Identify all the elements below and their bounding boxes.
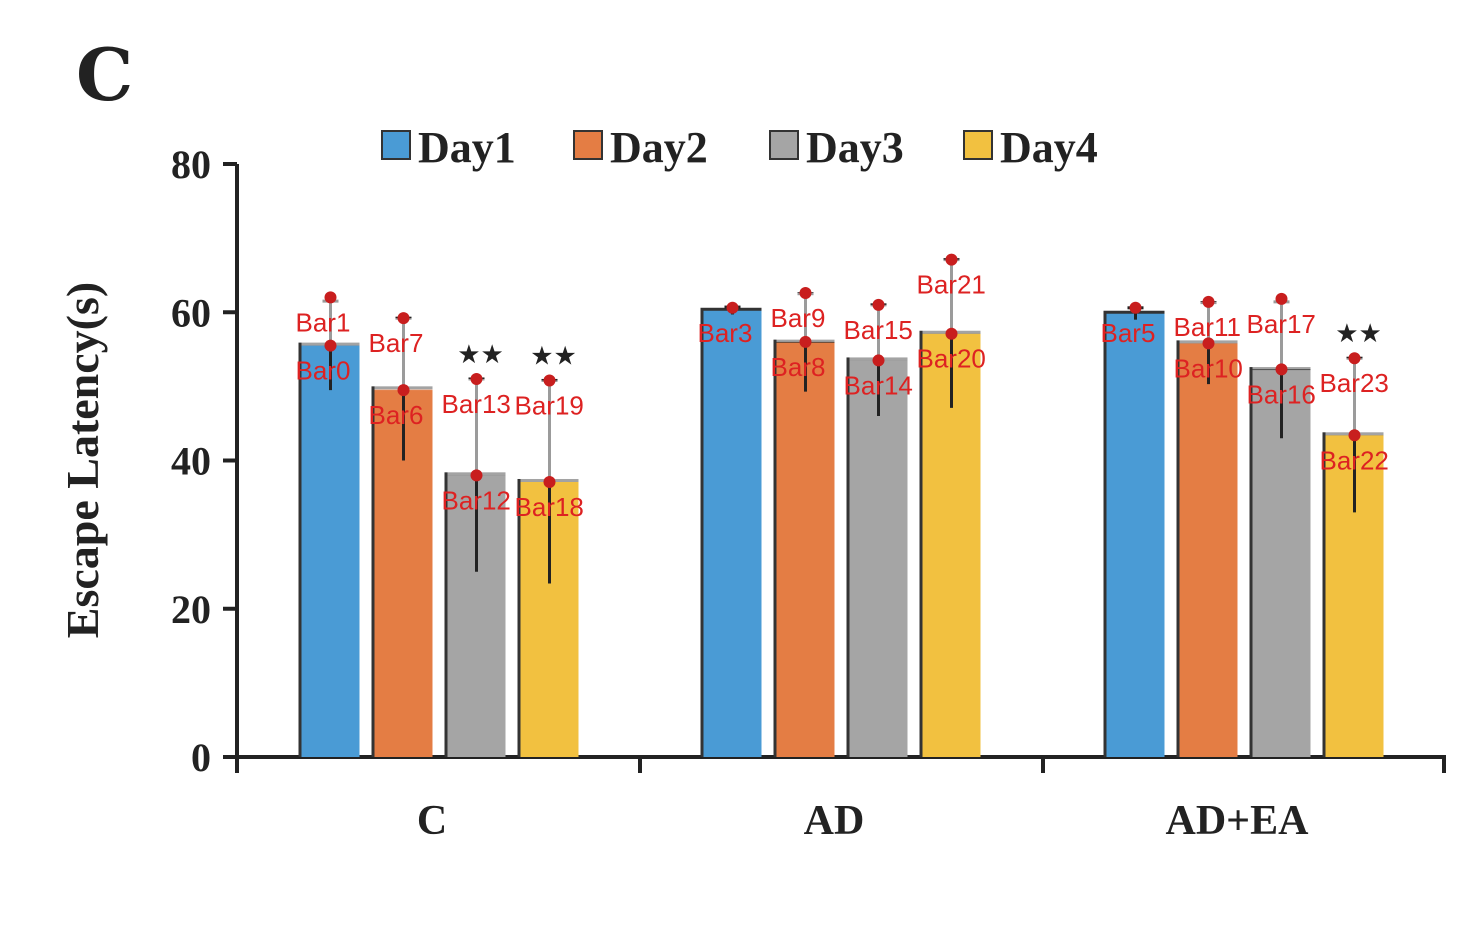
annotation-box bbox=[776, 292, 835, 342]
annotation-label: Bar6 bbox=[369, 400, 424, 430]
annotation-box bbox=[1252, 298, 1311, 370]
annotation-label: Bar14 bbox=[844, 370, 913, 400]
annotation-dot bbox=[1348, 352, 1361, 365]
annotation-label: Bar5 bbox=[1101, 318, 1156, 348]
y-tick-label: 0 bbox=[191, 735, 211, 780]
legend-entry: Day4 bbox=[1000, 123, 1098, 172]
annotation-label: Bar16 bbox=[1247, 379, 1316, 409]
annotation-dot bbox=[1348, 429, 1361, 442]
annotation-box bbox=[520, 380, 579, 482]
annotation-dot bbox=[799, 286, 812, 299]
bar bbox=[1179, 343, 1238, 757]
legend-entry: Day1 bbox=[418, 123, 516, 172]
annotation-label: Bar15 bbox=[844, 315, 913, 345]
x-category-label: AD bbox=[804, 798, 865, 844]
legend-entry: Day3 bbox=[806, 123, 904, 172]
significance-marker: ★★ bbox=[530, 341, 577, 371]
annotation-label: Bar1 bbox=[296, 307, 351, 337]
bar bbox=[1106, 313, 1165, 757]
annotation-dot bbox=[1275, 363, 1288, 376]
annotation-dot bbox=[799, 335, 812, 348]
annotation-label: Bar23 bbox=[1320, 368, 1389, 398]
x-category-label: C bbox=[417, 798, 447, 844]
annotation-label: Bar22 bbox=[1320, 445, 1389, 475]
annotation-dot bbox=[726, 301, 739, 314]
legend-swatch bbox=[381, 130, 411, 160]
y-tick-label: 20 bbox=[171, 587, 211, 632]
annotation-dot bbox=[945, 327, 958, 340]
annotation-dot bbox=[1202, 295, 1215, 308]
y-tick-label: 80 bbox=[171, 142, 211, 187]
annotation-dot bbox=[397, 312, 410, 325]
panel-letter: C bbox=[76, 32, 133, 117]
annotation-dot bbox=[470, 469, 483, 482]
annotation-dot bbox=[872, 298, 885, 311]
annotation-label: Bar21 bbox=[917, 270, 986, 300]
annotation-dot bbox=[945, 253, 958, 266]
annotation-box bbox=[301, 297, 360, 346]
significance-marker: ★★ bbox=[457, 340, 504, 370]
y-tick-label: 60 bbox=[171, 290, 211, 335]
bar bbox=[776, 342, 835, 757]
significance-marker: ★★ bbox=[1335, 319, 1382, 349]
annotation-box bbox=[849, 304, 908, 361]
annotation-label: Bar3 bbox=[698, 318, 753, 348]
annotation-label: Bar11 bbox=[1174, 312, 1241, 342]
annotation-label: Bar18 bbox=[515, 492, 584, 522]
annotation-label: Bar9 bbox=[771, 303, 826, 333]
annotation-label: Bar13 bbox=[442, 389, 511, 419]
bar bbox=[301, 345, 360, 757]
legend-swatch bbox=[769, 130, 799, 160]
legend-swatch bbox=[963, 130, 993, 160]
annotation-dot bbox=[543, 475, 556, 488]
annotation-dot bbox=[470, 372, 483, 385]
annotation-dot bbox=[324, 291, 337, 304]
annotation-dot bbox=[1202, 337, 1215, 350]
legend: Day1 Day2 Day3 Day4 bbox=[381, 123, 1098, 172]
legend-entry: Day2 bbox=[610, 123, 708, 172]
legend-swatch bbox=[573, 130, 603, 160]
bar bbox=[849, 360, 908, 757]
annotation-box bbox=[447, 378, 506, 476]
annotation-dot bbox=[872, 354, 885, 367]
annotation-label: Bar12 bbox=[442, 485, 511, 515]
y-axis-label: Escape Latency(s) bbox=[57, 282, 108, 638]
annotation-label: Bar8 bbox=[771, 352, 826, 382]
annotation-dot bbox=[543, 374, 556, 387]
x-axis: C AD AD+EA bbox=[223, 755, 1446, 844]
bars: ★★ ★★ ★★ bbox=[298, 258, 1384, 757]
x-category-label: AD+EA bbox=[1166, 798, 1310, 844]
y-tick-label: 40 bbox=[171, 439, 211, 484]
annotation-label: Bar17 bbox=[1247, 309, 1316, 339]
annotation-label: Bar10 bbox=[1174, 353, 1243, 383]
annotation-dot bbox=[1129, 301, 1142, 314]
annotation-box bbox=[1179, 301, 1238, 344]
annotation-label: Bar19 bbox=[515, 390, 584, 420]
annotation-label: Bar20 bbox=[917, 344, 986, 374]
y-axis: 0 20 40 60 80 bbox=[171, 142, 239, 780]
annotation-box bbox=[922, 259, 981, 334]
annotation-dot bbox=[324, 339, 337, 352]
annotation-label: Bar0 bbox=[296, 356, 351, 386]
annotation-dot bbox=[1275, 292, 1288, 305]
bar bbox=[703, 310, 762, 757]
annotation-dot bbox=[397, 384, 410, 397]
annotation-box bbox=[1325, 358, 1384, 436]
annotation-box bbox=[374, 318, 433, 391]
annotation-label: Bar7 bbox=[369, 328, 424, 358]
